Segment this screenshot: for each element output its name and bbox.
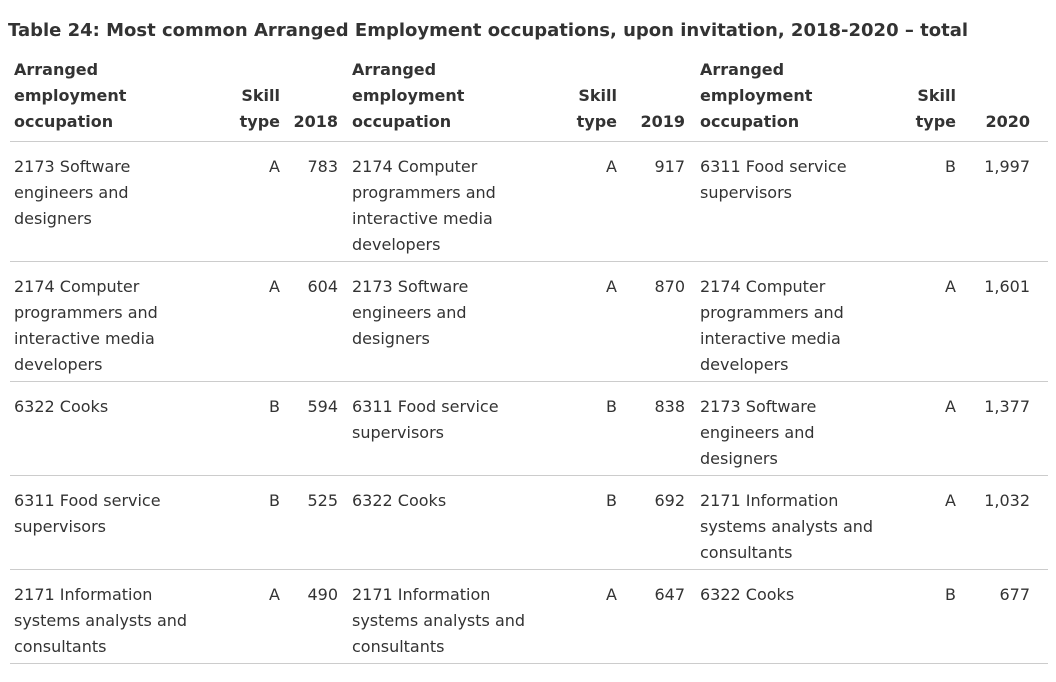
skill-type-cell: A [574, 141, 622, 262]
header-skill-type-2020: Skill type [912, 48, 960, 142]
skill-type-cell: A [912, 381, 960, 476]
occupation-cell: 2174 Computer programmers and interactiv… [690, 261, 912, 382]
occupation-cell: 6311 Food service supervisors [10, 475, 238, 570]
skill-type-cell: A [574, 569, 622, 664]
table-row: 2174 Computer programmers and interactiv… [10, 261, 1048, 382]
count-cell: 917 [622, 141, 690, 262]
header-row: Arranged employment occupation Skill typ… [10, 48, 1048, 142]
table-row: 2173 Software engineers and designers A … [10, 141, 1048, 262]
header-skill-type-2018: Skill type [238, 48, 286, 142]
skill-type-cell: A [912, 261, 960, 382]
occupation-cell: 2174 Computer programmers and interactiv… [10, 261, 238, 382]
header-occupation-2019: Arranged employment occupation [344, 48, 574, 142]
occupation-cell: 2171 Information systems analysts and co… [10, 569, 238, 664]
count-cell: 870 [622, 261, 690, 382]
occupation-cell: 6322 Cooks [690, 569, 912, 664]
skill-type-cell: B [574, 381, 622, 476]
count-cell: 647 [622, 569, 690, 664]
header-skill-type-2019: Skill type [574, 48, 622, 142]
occupation-cell: 2173 Software engineers and designers [344, 261, 574, 382]
skill-type-cell: B [574, 475, 622, 570]
count-cell: 1,377 [960, 381, 1048, 476]
skill-type-cell: A [574, 261, 622, 382]
count-cell: 783 [286, 141, 344, 262]
skill-type-cell: B [912, 141, 960, 262]
occupation-cell: 6322 Cooks [10, 381, 238, 476]
skill-type-cell: A [238, 569, 286, 664]
occupation-cell: 6322 Cooks [344, 475, 574, 570]
occupation-cell: 6311 Food service supervisors [690, 141, 912, 262]
count-cell: 692 [622, 475, 690, 570]
occupation-cell: 6311 Food service supervisors [344, 381, 574, 476]
count-cell: 838 [622, 381, 690, 476]
count-cell: 677 [960, 569, 1048, 664]
count-cell: 594 [286, 381, 344, 476]
table-row: 6311 Food service supervisors B 525 6322… [10, 475, 1048, 570]
skill-type-cell: B [238, 381, 286, 476]
occupation-cell: 2171 Information systems analysts and co… [344, 569, 574, 664]
count-cell: 1,032 [960, 475, 1048, 570]
skill-type-cell: A [912, 475, 960, 570]
table-row: 2171 Information systems analysts and co… [10, 569, 1048, 664]
header-occupation-2018: Arranged employment occupation [10, 48, 238, 142]
count-cell: 1,997 [960, 141, 1048, 262]
skill-type-cell: B [912, 569, 960, 664]
occupation-cell: 2174 Computer programmers and interactiv… [344, 141, 574, 262]
table-title: Table 24: Most common Arranged Employmen… [8, 20, 969, 41]
header-occupation-2020: Arranged employment occupation [690, 48, 912, 142]
arranged-employment-table: Arranged employment occupation Skill typ… [10, 48, 1048, 664]
count-cell: 525 [286, 475, 344, 570]
count-cell: 490 [286, 569, 344, 664]
header-year-2018: 2018 [286, 48, 344, 142]
table-row: 6322 Cooks B 594 6311 Food service super… [10, 381, 1048, 476]
count-cell: 604 [286, 261, 344, 382]
header-year-2019: 2019 [622, 48, 690, 142]
occupation-cell: 2173 Software engineers and designers [10, 141, 238, 262]
skill-type-cell: A [238, 261, 286, 382]
skill-type-cell: B [238, 475, 286, 570]
header-year-2020: 2020 [960, 48, 1048, 142]
occupation-cell: 2171 Information systems analysts and co… [690, 475, 912, 570]
skill-type-cell: A [238, 141, 286, 262]
count-cell: 1,601 [960, 261, 1048, 382]
occupation-cell: 2173 Software engineers and designers [690, 381, 912, 476]
